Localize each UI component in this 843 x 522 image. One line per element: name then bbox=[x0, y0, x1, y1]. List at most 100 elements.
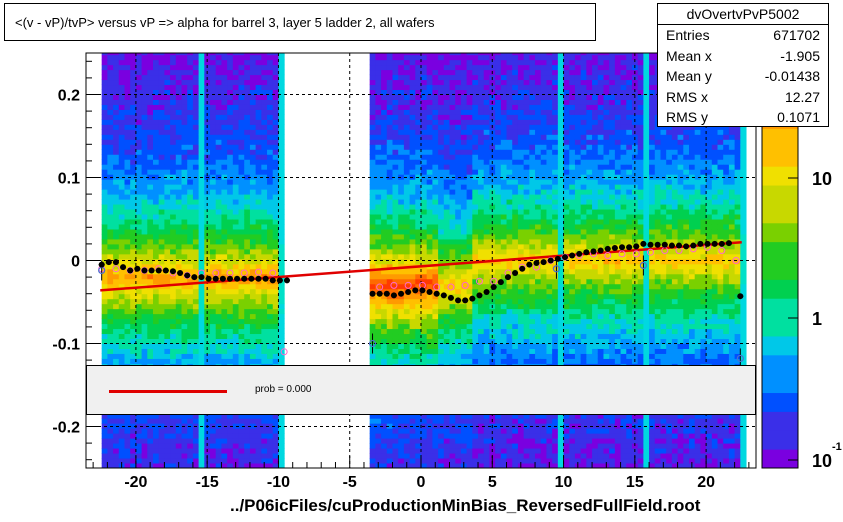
heatmap-cell bbox=[472, 179, 479, 185]
heatmap-cell bbox=[164, 94, 171, 100]
heatmap-cell bbox=[483, 164, 490, 170]
heatmap-cell bbox=[170, 293, 177, 300]
heatmap-cell bbox=[175, 179, 183, 185]
heatmap-cell bbox=[495, 209, 502, 215]
heatmap-cell bbox=[415, 169, 422, 175]
heatmap-cell bbox=[249, 223, 257, 230]
heatmap-cell bbox=[449, 338, 456, 344]
heatmap-cell bbox=[386, 298, 393, 305]
heatmap-cell bbox=[255, 463, 262, 468]
heatmap-cell bbox=[153, 258, 160, 265]
heatmap-cell bbox=[249, 94, 257, 100]
heatmap-cell bbox=[506, 333, 513, 340]
heatmap-cell bbox=[164, 358, 171, 364]
heatmap-cell bbox=[210, 313, 217, 320]
heatmap-cell bbox=[107, 448, 114, 454]
heatmap-cell bbox=[210, 144, 217, 150]
heatmap-cell bbox=[386, 423, 393, 429]
heatmap-cell bbox=[238, 204, 245, 210]
heatmap-cell bbox=[500, 308, 508, 315]
heatmap-cell bbox=[192, 124, 200, 130]
heatmap-cell bbox=[107, 313, 114, 320]
heatmap-cell bbox=[232, 308, 240, 315]
heatmap-cell bbox=[369, 233, 376, 240]
heatmap-cell bbox=[438, 204, 445, 210]
heatmap-cell bbox=[135, 458, 143, 464]
heatmap-cell bbox=[135, 209, 143, 215]
heatmap-cell bbox=[187, 94, 194, 100]
heatmap-cell bbox=[221, 428, 228, 434]
heatmap-cell bbox=[460, 89, 468, 95]
heatmap-cell bbox=[403, 313, 411, 320]
heatmap-cell bbox=[187, 323, 194, 330]
heatmap-cell bbox=[267, 428, 274, 434]
heatmap-cell bbox=[455, 139, 462, 145]
heatmap-cell bbox=[101, 358, 108, 364]
heatmap-cell bbox=[215, 263, 222, 270]
heatmap-cell bbox=[409, 433, 416, 439]
heatmap-cell bbox=[192, 79, 200, 86]
heatmap-cell bbox=[386, 233, 393, 240]
heatmap-cell bbox=[187, 238, 194, 245]
heatmap-cell bbox=[158, 104, 165, 110]
heatmap-cell bbox=[386, 228, 393, 235]
heatmap-cell bbox=[369, 164, 376, 170]
heatmap-cell bbox=[170, 433, 177, 439]
heatmap-cell bbox=[141, 433, 148, 439]
heatmap-cell bbox=[512, 139, 519, 145]
heatmap-cell bbox=[512, 99, 519, 105]
heatmap-cell bbox=[409, 174, 416, 180]
heatmap-cell bbox=[489, 89, 496, 95]
heatmap-cell bbox=[175, 159, 183, 165]
heatmap-cell bbox=[267, 333, 274, 340]
heatmap-cell bbox=[141, 258, 148, 265]
heatmap-cell bbox=[118, 293, 125, 300]
heatmap-cell bbox=[118, 214, 125, 220]
heatmap-cell bbox=[227, 154, 234, 160]
heatmap-cell bbox=[113, 438, 120, 444]
heatmap-cell bbox=[153, 79, 160, 86]
heatmap-cell bbox=[460, 184, 468, 190]
heatmap-cell bbox=[517, 59, 525, 66]
heatmap-cell bbox=[118, 313, 125, 320]
heatmap-cell bbox=[130, 94, 137, 100]
heatmap-cell bbox=[392, 328, 399, 335]
heatmap-cell bbox=[255, 323, 262, 330]
heatmap-cell bbox=[278, 248, 285, 255]
heatmap-cell bbox=[221, 59, 228, 66]
heatmap-cell bbox=[455, 94, 462, 100]
heatmap-cell bbox=[158, 268, 165, 275]
heatmap-cell bbox=[107, 418, 114, 424]
heatmap-cell bbox=[232, 124, 240, 130]
heatmap-cell bbox=[232, 283, 240, 290]
heatmap-cell bbox=[164, 418, 171, 424]
heatmap-cell bbox=[192, 258, 200, 265]
heatmap-cell bbox=[238, 114, 245, 120]
heatmap-cell bbox=[141, 159, 148, 165]
heatmap-cell bbox=[455, 54, 462, 61]
heatmap-cell bbox=[187, 303, 194, 310]
heatmap-cell bbox=[500, 283, 508, 290]
heatmap-cell bbox=[238, 219, 245, 225]
heatmap-cell bbox=[141, 418, 148, 424]
heatmap-cell bbox=[460, 453, 468, 459]
heatmap-cell bbox=[483, 99, 490, 105]
heatmap-cell bbox=[506, 338, 513, 344]
heatmap-cell bbox=[147, 64, 154, 71]
heatmap-cell bbox=[221, 139, 228, 145]
heatmap-cell bbox=[107, 84, 114, 91]
heatmap-cell bbox=[113, 89, 120, 95]
heatmap-cell bbox=[124, 423, 131, 429]
heatmap-cell bbox=[170, 243, 177, 250]
heatmap-cell bbox=[517, 99, 525, 105]
heatmap-cell bbox=[244, 194, 251, 200]
heatmap-cell bbox=[369, 144, 376, 150]
heatmap-cell bbox=[107, 443, 114, 449]
heatmap-cell bbox=[272, 139, 279, 145]
heatmap-cell bbox=[517, 53, 525, 56]
heatmap-cell bbox=[415, 129, 422, 135]
heatmap-cell bbox=[175, 149, 183, 155]
heatmap-cell bbox=[398, 179, 405, 185]
heatmap-cell bbox=[500, 268, 508, 275]
heatmap-cell bbox=[392, 238, 399, 245]
